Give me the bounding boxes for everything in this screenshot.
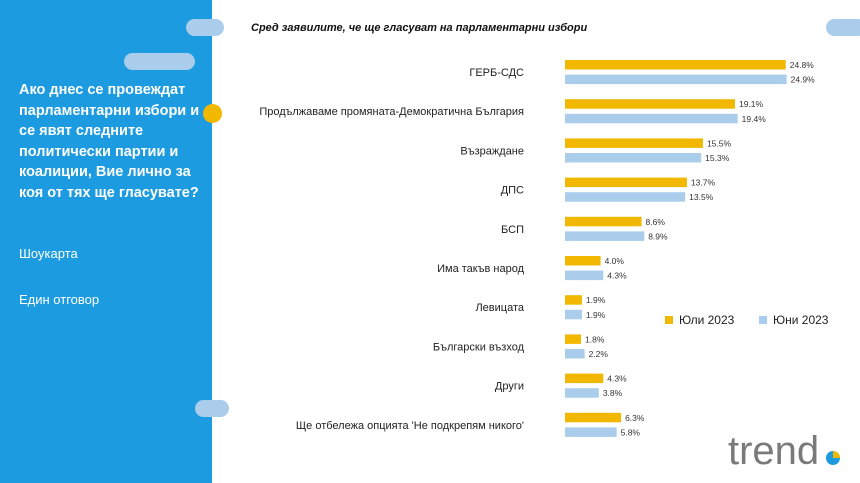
data-label: 4.3% [607, 374, 627, 384]
decorative-dot [203, 104, 222, 123]
bar [565, 138, 703, 148]
bar [565, 99, 735, 109]
bar [565, 427, 617, 437]
bar [565, 388, 599, 398]
data-label: 2.2% [589, 349, 609, 359]
category-label: Други [495, 381, 524, 393]
legend-item-july: Юли 2023 [665, 313, 734, 327]
category-label: ГЕРБ-СДС [469, 67, 524, 79]
bar [565, 177, 687, 188]
data-label: 24.9% [791, 75, 816, 85]
bar [565, 216, 642, 227]
survey-question: Ако днес се провеждат парламентарни избо… [19, 82, 200, 201]
sidebar: Ако днес се провеждат парламентарни избо… [0, 0, 212, 483]
bar [565, 270, 604, 281]
chart-title: Сред заявилите, че ще гласуват на парлам… [251, 22, 588, 34]
decorative-pill [124, 53, 195, 70]
legend-swatch-june [759, 316, 767, 324]
decorative-pill [195, 400, 229, 417]
data-label: 1.8% [585, 334, 605, 344]
data-label: 1.9% [586, 295, 606, 305]
bar [565, 153, 702, 163]
decorative-pill [186, 19, 224, 36]
legend-item-june: Юни 2023 [759, 313, 828, 327]
category-label: ДПС [501, 185, 524, 197]
category-label: Български възход [433, 341, 525, 353]
data-label: 13.5% [689, 192, 714, 202]
bar [565, 74, 787, 85]
category-label: Продължаваме промяната-Демократична Бълг… [259, 106, 524, 118]
data-label: 13.7% [691, 178, 716, 188]
bar [565, 412, 622, 423]
bar [565, 349, 585, 359]
data-label: 4.3% [607, 271, 627, 281]
bar [565, 231, 645, 241]
data-label: 3.8% [603, 388, 623, 398]
data-label: 15.5% [707, 138, 732, 148]
bar [565, 60, 786, 70]
bar [565, 256, 601, 266]
data-label: 24.8% [790, 60, 815, 70]
bar [565, 373, 604, 384]
legend-swatch-july [665, 316, 673, 324]
category-label: Има такъв народ [437, 263, 524, 275]
data-label: 8.6% [646, 217, 666, 227]
data-label: 1.9% [586, 310, 606, 320]
category-label: Ще отбележа опцията 'Не подкрепям никого… [296, 420, 524, 432]
legend-label-july: Юли 2023 [679, 313, 735, 327]
method-label: Шоукарта [19, 246, 78, 261]
trend-logo: trend [728, 428, 848, 473]
data-label: 19.4% [742, 114, 767, 124]
data-label: 4.0% [605, 256, 625, 266]
category-label: Левицата [475, 302, 524, 314]
category-label: БСП [501, 224, 524, 236]
data-label: 5.8% [621, 427, 641, 437]
bar [565, 192, 686, 202]
data-label: 6.3% [625, 413, 645, 423]
answer-type-label: Един отговор [19, 292, 100, 307]
logo-wordmark: trend [728, 429, 819, 472]
trend-logo-icon: trend [728, 429, 840, 473]
data-label: 15.3% [705, 153, 730, 163]
bar [565, 334, 582, 344]
legend-label-june: Юни 2023 [773, 313, 829, 327]
decorative-pill [826, 19, 860, 36]
bar [565, 113, 738, 124]
data-label: 19.1% [739, 99, 764, 109]
category-label: Възраждане [460, 145, 524, 157]
bar [565, 309, 582, 320]
data-label: 8.9% [648, 231, 668, 241]
bar [565, 295, 582, 305]
